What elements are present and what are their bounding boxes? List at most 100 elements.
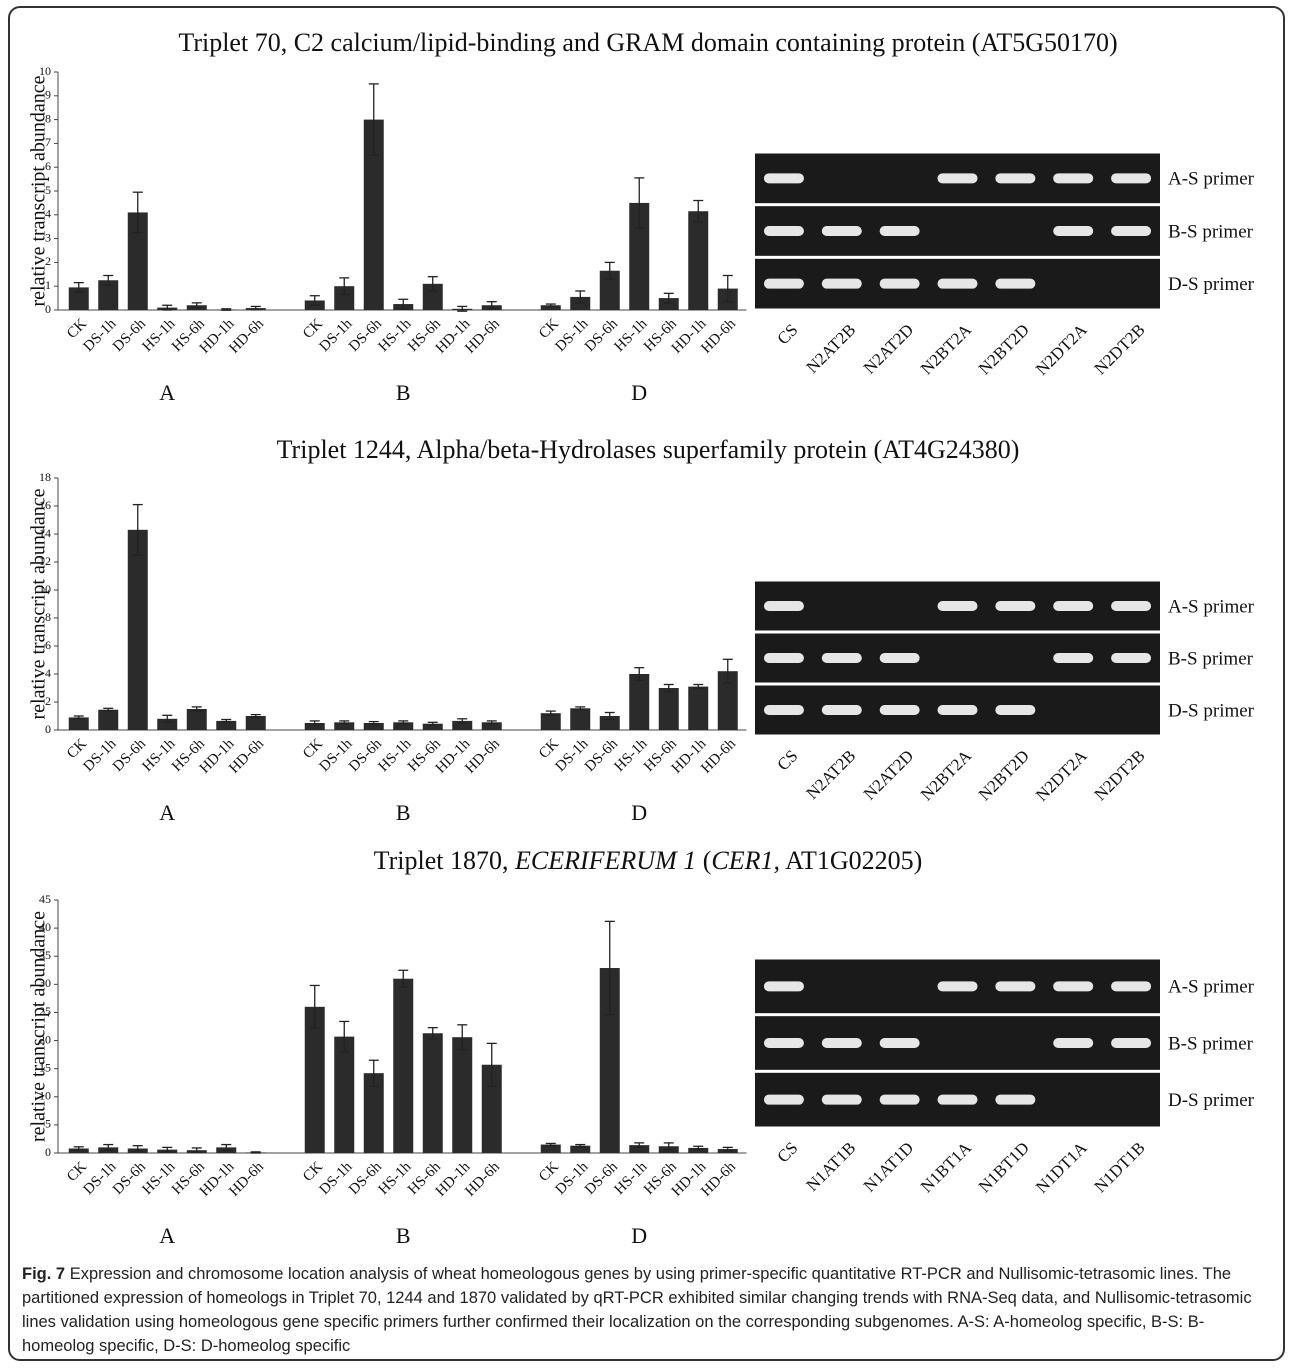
y-tick-label: 40 <box>39 920 51 934</box>
gel-band <box>1111 653 1151 663</box>
lane-label: CS <box>773 1138 801 1166</box>
x-tick-label: DS-1h <box>80 1159 119 1198</box>
y-tick-label: 6 <box>45 638 51 652</box>
caption-text: Expression and chromosome location analy… <box>22 1265 1252 1355</box>
chart-title: Triplet 70, C2 calcium/lipid-binding and… <box>178 28 1117 57</box>
lane-label: N1AT1D <box>860 1138 918 1196</box>
x-tick-label: DS-1h <box>316 316 355 355</box>
gel-band <box>822 601 862 611</box>
y-tick-label: 9 <box>45 88 51 102</box>
bar <box>452 1037 472 1153</box>
gel-band <box>938 1038 978 1048</box>
lane-label: N2BT2A <box>917 746 976 805</box>
gel-band <box>938 653 978 663</box>
gel-band <box>880 279 920 289</box>
gel-band <box>764 173 804 183</box>
gel-band <box>1053 1038 1093 1048</box>
lane-label: N1BT1A <box>917 1138 976 1197</box>
x-tick-label: DS-1h <box>80 736 119 775</box>
y-tick-label: 0 <box>45 1145 51 1159</box>
x-tick-label: HD-6h <box>698 736 739 777</box>
gel-band <box>1053 653 1093 663</box>
y-tick-label: 8 <box>45 111 51 125</box>
bar <box>570 708 590 730</box>
gel-band <box>1053 279 1093 289</box>
y-tick-label: 3 <box>45 230 51 244</box>
gel-band <box>880 1095 920 1105</box>
bar <box>423 1033 443 1153</box>
x-tick-label: DS-6h <box>582 1159 621 1198</box>
x-tick-label: DS-1h <box>316 1159 355 1198</box>
gel-band <box>764 705 804 715</box>
x-tick-label: HS-1h <box>139 736 178 775</box>
gel-band <box>1111 601 1151 611</box>
gel-band <box>995 981 1035 991</box>
x-tick-label: HD-6h <box>698 1159 739 1200</box>
bar <box>659 688 679 730</box>
gel-band <box>1053 705 1093 715</box>
bar <box>128 530 148 730</box>
bar <box>688 211 708 310</box>
primer-label: D-S primer <box>1168 274 1255 295</box>
x-tick-label: HD-6h <box>462 736 503 777</box>
lane-label: N2AT2D <box>860 746 918 804</box>
lane-label: N2DT2B <box>1090 320 1148 378</box>
gel-band <box>995 601 1035 611</box>
gel-band <box>822 226 862 236</box>
lane-label: N2DT2A <box>1032 746 1091 805</box>
error-bar <box>103 708 113 711</box>
gel-band <box>880 653 920 663</box>
gel-band <box>822 1095 862 1105</box>
bar <box>629 674 649 730</box>
title-part: ECERIFERUM 1 <box>514 846 696 875</box>
gel-band <box>764 981 804 991</box>
lane-label: N2AT2B <box>803 320 860 377</box>
gel-band <box>995 1095 1035 1105</box>
x-tick-label: HS-1h <box>139 1159 178 1198</box>
bar <box>334 1037 354 1153</box>
gel-band <box>1111 705 1151 715</box>
x-tick-label: DS-6h <box>110 736 149 775</box>
gel-band <box>764 226 804 236</box>
gel-band <box>1111 226 1151 236</box>
y-tick-label: 5 <box>45 1117 51 1131</box>
primer-label: D-S primer <box>1168 1090 1255 1111</box>
gel-band <box>995 226 1035 236</box>
caption-label: Fig. 7 <box>22 1265 65 1283</box>
lane-label: N2DT2B <box>1090 746 1148 804</box>
gel-band <box>1111 1095 1151 1105</box>
gel-band <box>1111 981 1151 991</box>
group-label: B <box>396 380 411 405</box>
gel-band <box>1053 173 1093 183</box>
y-axis-label: relative transcript abundance <box>28 911 50 1142</box>
gel-band <box>995 705 1035 715</box>
lane-label: CS <box>773 746 801 774</box>
lane-label: N1DT1B <box>1090 1138 1148 1196</box>
lane-label: CS <box>773 320 801 348</box>
x-tick-label: HS-1h <box>375 736 414 775</box>
x-tick-label: HD-6h <box>698 316 739 357</box>
x-tick-label: DS-6h <box>346 1159 385 1198</box>
lane-label: N2BT2D <box>975 320 1033 378</box>
gel-band <box>880 705 920 715</box>
primer-label: D-S primer <box>1168 700 1255 721</box>
x-tick-label: HD-6h <box>462 316 503 357</box>
x-tick-label: HS-1h <box>611 736 650 775</box>
error-bar <box>251 1152 261 1153</box>
gel-band <box>880 173 920 183</box>
gel-band <box>764 601 804 611</box>
y-tick-label: 10 <box>39 64 51 78</box>
y-tick-label: 4 <box>45 666 51 680</box>
gel-band <box>995 279 1035 289</box>
caption: Fig. 7 Expression and chromosome locatio… <box>22 1262 1272 1358</box>
lane-label: N2BT2A <box>917 320 976 379</box>
gel-band <box>1053 1095 1093 1105</box>
gel-band <box>822 653 862 663</box>
primer-label: B-S primer <box>1168 221 1254 242</box>
x-tick-label: DS-6h <box>110 316 149 355</box>
primer-label: A-S primer <box>1168 596 1255 617</box>
group-label: D <box>631 380 647 405</box>
bar <box>187 709 207 730</box>
gel-band <box>764 1038 804 1048</box>
group-label: A <box>159 380 175 405</box>
